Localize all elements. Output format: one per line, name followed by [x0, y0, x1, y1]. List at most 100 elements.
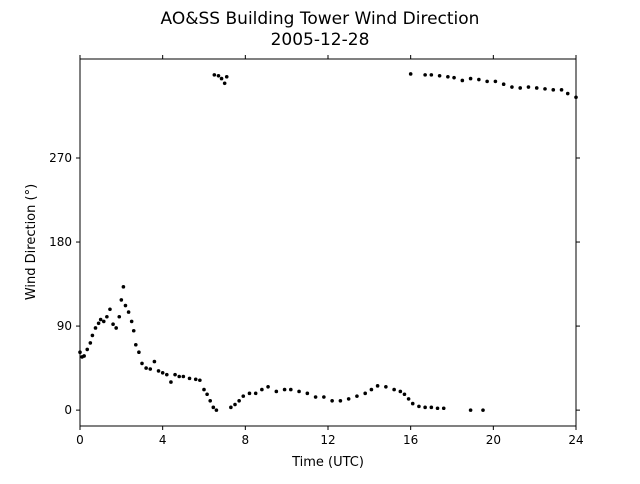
- point: [93, 326, 98, 330]
- point: [208, 398, 212, 403]
- point: [408, 72, 413, 76]
- point: [117, 314, 122, 319]
- plot-frame: [79, 58, 577, 427]
- point: [355, 394, 359, 398]
- point: [222, 81, 227, 86]
- point: [247, 391, 252, 396]
- point: [216, 74, 221, 78]
- point: [363, 391, 368, 396]
- point: [253, 391, 258, 396]
- point: [160, 370, 165, 375]
- point: [108, 307, 112, 312]
- point: [477, 77, 481, 82]
- point: [429, 405, 434, 410]
- point: [384, 384, 388, 389]
- point: [410, 401, 415, 406]
- point: [435, 406, 440, 411]
- point: [165, 372, 169, 377]
- point: [131, 328, 136, 333]
- point: [241, 394, 246, 398]
- point: [375, 384, 380, 388]
- point: [559, 88, 564, 92]
- point: [129, 319, 134, 324]
- point: [274, 389, 279, 394]
- point: [402, 392, 407, 397]
- point: [96, 321, 101, 326]
- x-tick-label: 4: [159, 433, 167, 447]
- point: [282, 387, 287, 392]
- point: [224, 74, 229, 79]
- point: [398, 389, 403, 394]
- y-tick-label: 270: [49, 151, 72, 165]
- point: [229, 405, 233, 410]
- point: [526, 85, 531, 89]
- point: [266, 384, 270, 389]
- point: [198, 378, 202, 383]
- point: [574, 95, 578, 100]
- point: [123, 303, 128, 308]
- point: [126, 310, 131, 314]
- x-tick-label: 8: [242, 433, 250, 447]
- point: [173, 372, 177, 377]
- point: [219, 76, 224, 81]
- point: [460, 78, 465, 83]
- point: [437, 74, 442, 78]
- point: [98, 317, 103, 322]
- point: [78, 350, 82, 355]
- point: [205, 392, 209, 397]
- point: [322, 395, 326, 399]
- point: [187, 376, 192, 381]
- point: [493, 79, 498, 84]
- y-tick-label: 0: [64, 403, 72, 417]
- point: [468, 76, 473, 81]
- point: [144, 366, 148, 370]
- y-axis-label: Wind Direction (°): [24, 184, 39, 300]
- point: [338, 398, 343, 403]
- point: [169, 380, 173, 384]
- point: [330, 398, 334, 403]
- chart-subtitle: 2005-12-28: [271, 30, 370, 50]
- point: [534, 86, 539, 90]
- y-tick-label: 90: [57, 319, 72, 333]
- point: [346, 397, 351, 401]
- point: [181, 374, 186, 379]
- point: [468, 408, 473, 412]
- point: [105, 314, 109, 319]
- point: [140, 361, 144, 366]
- point: [152, 359, 157, 364]
- point: [392, 387, 396, 392]
- point: [446, 74, 450, 79]
- point: [501, 82, 506, 87]
- x-axis-label: Time (UTC): [291, 455, 364, 470]
- point: [237, 398, 241, 403]
- point: [212, 73, 217, 77]
- point: [156, 369, 161, 373]
- point: [101, 319, 106, 324]
- point: [518, 86, 522, 90]
- point: [211, 405, 216, 410]
- y-tick-label: 180: [49, 235, 72, 249]
- point: [297, 389, 301, 394]
- point: [202, 387, 206, 392]
- x-tick-label: 24: [568, 433, 583, 447]
- point: [134, 342, 138, 347]
- point: [177, 374, 181, 379]
- point: [137, 350, 141, 355]
- point: [423, 73, 427, 77]
- point: [114, 326, 118, 330]
- point: [214, 408, 219, 412]
- point: [485, 79, 489, 84]
- point: [121, 285, 126, 289]
- point: [90, 333, 95, 338]
- point: [260, 387, 264, 392]
- point: [233, 402, 237, 407]
- point: [85, 347, 90, 352]
- point: [441, 406, 446, 411]
- x-tick-label: 12: [320, 433, 335, 447]
- point: [417, 404, 421, 409]
- point: [551, 88, 556, 92]
- x-tick-label: 20: [486, 433, 501, 447]
- point: [423, 405, 427, 410]
- point: [119, 298, 124, 302]
- point: [82, 354, 86, 358]
